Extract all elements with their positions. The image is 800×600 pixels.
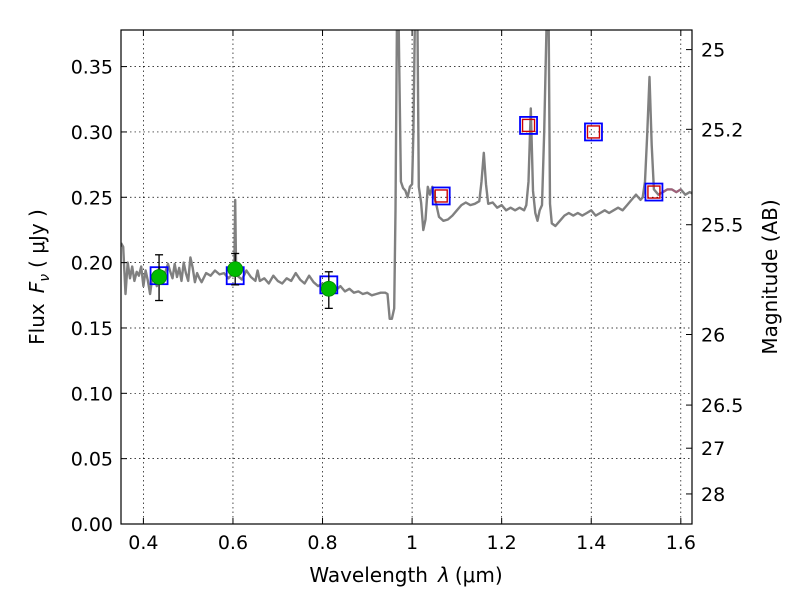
y-tick-label: 0.05 bbox=[71, 449, 113, 471]
x-tick-label: 1.4 bbox=[576, 532, 606, 554]
plot-frame bbox=[120, 29, 693, 525]
spectrum-line bbox=[121, 30, 692, 320]
y-tick-label: 0.15 bbox=[71, 318, 113, 340]
y2-axis-label: Magnitude (AB) bbox=[758, 199, 782, 354]
x-tick-label: 1.2 bbox=[487, 532, 517, 554]
observed-flux-point bbox=[320, 280, 337, 297]
tick-marks bbox=[121, 30, 692, 525]
y2-tick-label: 27 bbox=[701, 438, 725, 460]
y2-tick-label: 26 bbox=[701, 325, 725, 347]
observed-flux-point bbox=[227, 261, 244, 278]
x-axis-label: Wavelength λ (μm) bbox=[309, 563, 502, 587]
observed-flux-point bbox=[151, 269, 167, 285]
plot-layer bbox=[121, 30, 692, 320]
measurement-square bbox=[586, 125, 601, 139]
x-tick-label: 1.6 bbox=[666, 532, 696, 554]
y-tick-label: 0.10 bbox=[71, 383, 113, 405]
y2-tick-label: 28 bbox=[701, 484, 725, 506]
y-tick-label: 0.00 bbox=[71, 514, 113, 536]
x-tick-label: 0.8 bbox=[307, 532, 337, 554]
y2-tick-label: 25.2 bbox=[701, 119, 743, 141]
x-tick-label: 0.6 bbox=[218, 532, 248, 554]
model-photometry-square bbox=[519, 116, 538, 135]
y2-tick-label: 25 bbox=[701, 40, 725, 62]
y2-tick-label: 26.5 bbox=[701, 395, 743, 417]
measurement-square bbox=[647, 185, 661, 199]
y-tick-label: 0.25 bbox=[71, 187, 113, 209]
measurement-square bbox=[521, 118, 536, 133]
y2-tick-label: 25.5 bbox=[701, 215, 743, 237]
y-tick-label: 0.35 bbox=[71, 57, 113, 79]
y-axis-label: FluxFν( μJy ) bbox=[25, 209, 53, 345]
plot-background bbox=[121, 30, 692, 524]
model-photometry-square bbox=[584, 122, 603, 142]
model-photometry-square bbox=[431, 186, 451, 206]
x-tick-label: 1 bbox=[406, 532, 418, 554]
model-photometry-square bbox=[644, 182, 664, 202]
measurement-square bbox=[434, 189, 448, 203]
y-tick-label: 0.30 bbox=[71, 122, 113, 144]
tick-labels: 0.4 0.6 0.8 1 1.2 1.4 1.6 0.00 0.05 0.10 0.15 0.20 0… bbox=[71, 40, 744, 554]
y-tick-label: 0.20 bbox=[71, 253, 113, 275]
x-tick-label: 0.4 bbox=[128, 532, 158, 554]
